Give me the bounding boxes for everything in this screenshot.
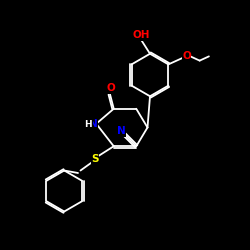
Text: N: N [89,119,98,129]
Text: O: O [106,83,115,93]
Text: O: O [182,52,191,61]
Text: N: N [117,126,126,136]
Text: S: S [91,154,99,164]
Text: OH: OH [132,30,150,40]
Text: H: H [84,120,92,129]
